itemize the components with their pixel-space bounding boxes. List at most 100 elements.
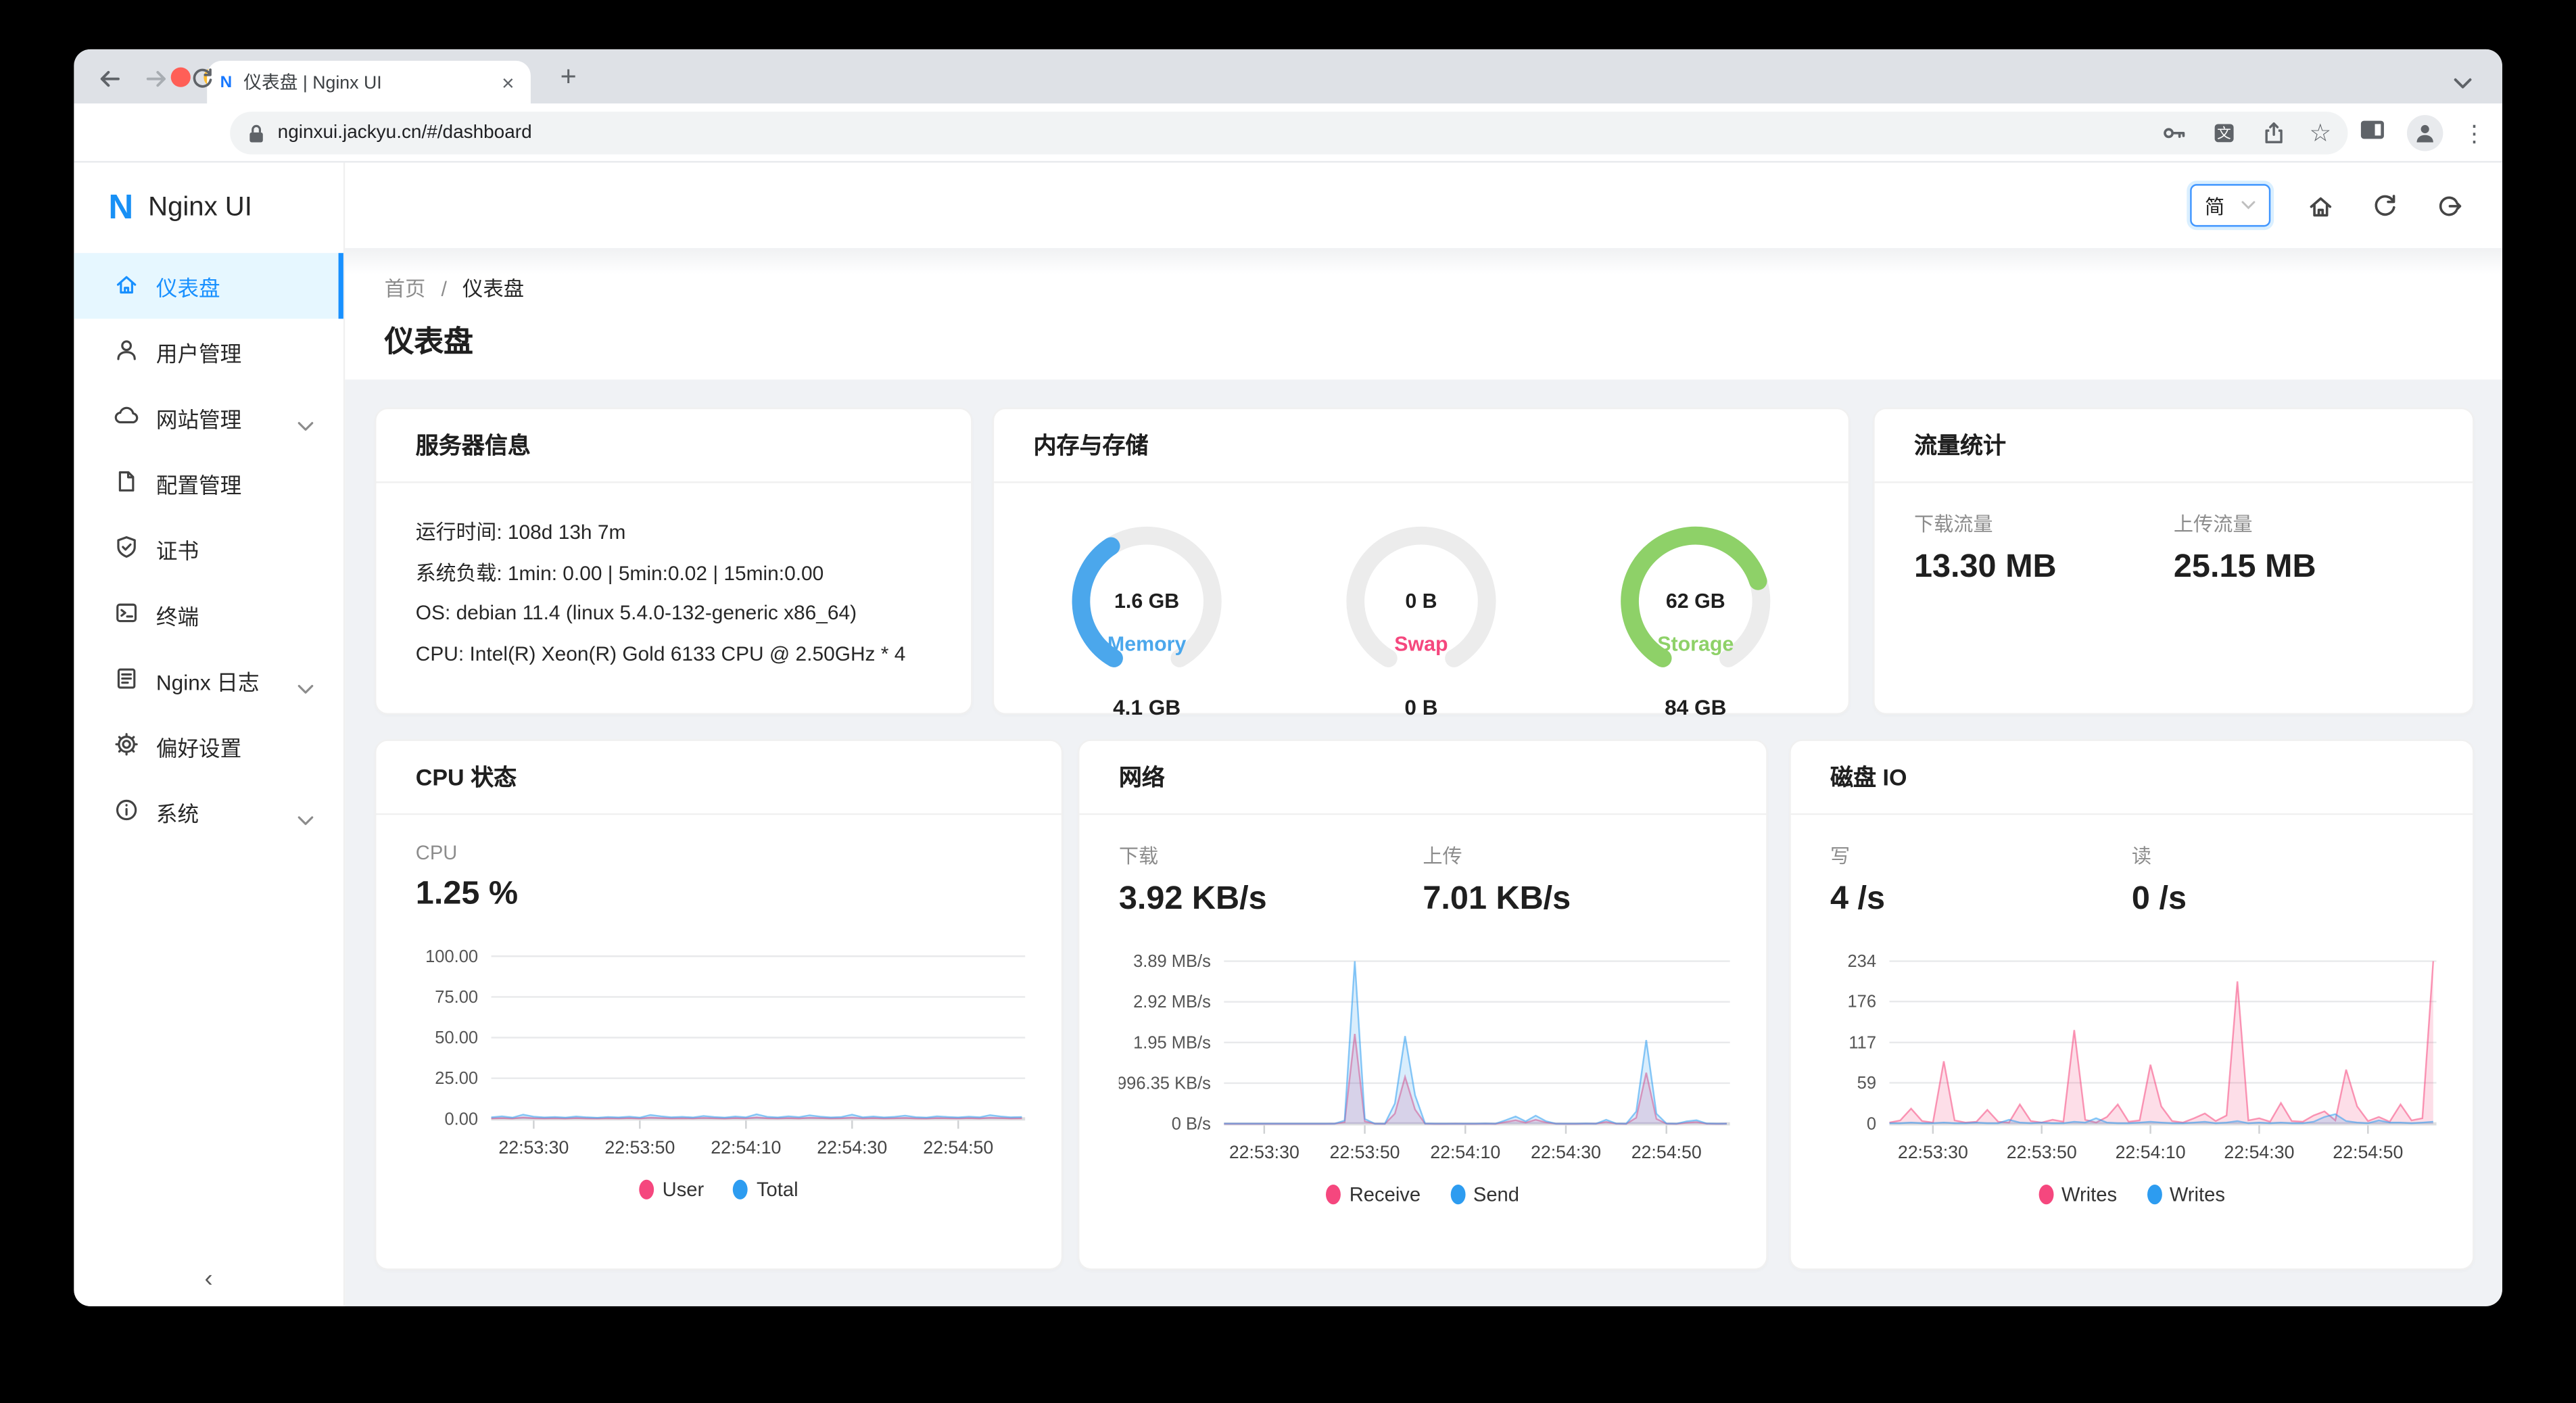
home-icon[interactable] [2307,191,2335,219]
memory-gauge: 1.6 GB Memory 4.1 GB [1024,519,1271,731]
side-panel-icon[interactable] [2358,116,2387,150]
svg-text:22:54:50: 22:54:50 [2333,1142,2403,1162]
legend-label: User [662,1178,705,1202]
lock-icon [249,124,263,142]
toolbar-right: ⋮ [2358,112,2486,154]
server-info-body: 运行时间: 108d 13h 7m 系统负载: 1min: 0.00 | 5mi… [376,483,971,673]
browser-menu-icon[interactable]: ⋮ [2462,119,2486,146]
legend-item[interactable]: Receive [1326,1183,1421,1206]
card-title: 服务器信息 [376,409,972,483]
swap-gauge: 0 B Swap 0 B [1298,519,1545,731]
reload-button[interactable] [189,66,215,100]
cpu-model-line: CPU: Intel(R) Xeon(R) Gold 6133 CPU @ 2.… [415,641,906,665]
sidebar-item-users[interactable]: 用户管理 [74,318,343,384]
refresh-icon[interactable] [2370,191,2398,219]
upload-total-stat: 上传流量 25.15 MB [2174,509,2433,586]
password-key-icon[interactable] [2160,120,2187,146]
legend-item[interactable]: Send [1450,1183,1519,1206]
stat-label: 读 [2131,845,2152,868]
stat-value: 3.92 KB/s [1118,880,1267,917]
app-logo[interactable]: N Nginx UI [74,163,343,254]
url-text: nginxui.jackyu.cn/#/dashboard [277,123,532,143]
breadcrumb: 首页 / 仪表盘 [345,248,2502,302]
page-header: 首页 / 仪表盘 仪表盘 [345,247,2502,380]
stat-label: 下载 [1118,845,1159,868]
sidebar-item-certificates[interactable]: 证书 [74,516,343,581]
stat-label: CPU [415,841,458,865]
card-title: 内存与存储 [994,409,1848,483]
svg-text:75.00: 75.00 [435,988,478,1007]
logo-text: Nginx UI [148,192,252,222]
new-tab-button[interactable]: + [560,60,577,93]
sidebar-item-preferences[interactable]: 偏好设置 [74,713,343,779]
sidebar-menu: 仪表盘 用户管理 网站管理 配置管理 [74,253,343,845]
share-icon[interactable] [2260,120,2287,146]
svg-text:Storage: Storage [1656,633,1733,655]
browser-window: N 仪表盘 | Nginx UI × + nginxui.jackyu.cn/#… [74,49,2502,1306]
url-bar[interactable]: nginxui.jackyu.cn/#/dashboard 文 ☆ [230,112,2348,155]
sidebar-item-label: 终端 [156,604,199,629]
forward-button[interactable] [143,66,169,100]
browser-tab[interactable]: N 仪表盘 | Nginx UI × [207,60,531,104]
legend-dot-icon [2038,1185,2053,1205]
sidebar-item-nginx-logs[interactable]: Nginx 日志 [74,647,343,713]
svg-text:22:54:30: 22:54:30 [817,1137,887,1158]
svg-text:22:54:30: 22:54:30 [1531,1142,1601,1162]
sidebar: N Nginx UI 仪表盘 用户管理 网站管理 [74,162,345,1306]
page-title: 仪表盘 [384,325,473,358]
cloud-icon [114,402,140,433]
disk-write-stat: 写 4 /s [1830,841,2132,918]
traffic-stats: 下载流量 13.30 MB 上传流量 25.15 MB [1875,483,2473,586]
svg-text:2.92 MB/s: 2.92 MB/s [1133,993,1211,1012]
sidebar-item-config[interactable]: 配置管理 [74,450,343,516]
legend-item[interactable]: Writes [2038,1183,2117,1206]
sidebar-item-sites[interactable]: 网站管理 [74,385,343,450]
legend-dot-icon [1450,1185,1465,1205]
download-total-stat: 下载流量 13.30 MB [1914,509,2174,586]
stat-label: 上传流量 [2173,513,2253,536]
profile-avatar[interactable] [2406,115,2443,151]
svg-text:59: 59 [1857,1074,1876,1093]
chevron-down-icon [2241,201,2256,210]
language-select[interactable]: 简 [2190,184,2271,227]
svg-text:22:54:10: 22:54:10 [711,1137,781,1158]
svg-text:62 GB: 62 GB [1665,590,1725,613]
download-rate-stat: 下载 3.92 KB/s [1119,841,1423,918]
disk-card-body: 写 4 /s 读 0 /s 234 176 117 59 0 22:53:30 22:53:… [1791,815,2473,1206]
legend-item[interactable]: Writes [2146,1183,2225,1206]
svg-text:22:54:10: 22:54:10 [1430,1142,1500,1162]
breadcrumb-home[interactable]: 首页 [384,277,426,301]
breadcrumb-separator: / [441,277,447,301]
translate-icon[interactable]: 文 [2211,120,2237,146]
sidebar-item-system[interactable]: 系统 [74,779,343,845]
sidebar-collapse-button[interactable]: ‹ [204,1265,213,1293]
tab-search-chevron-icon[interactable] [2453,69,2473,99]
network-card: 网络 下载 3.92 KB/s 上传 7.01 KB/s 3.89 MB/s [1078,739,1768,1270]
legend-item[interactable]: User [639,1178,705,1202]
cpu-usage-stat: CPU 1.25 % [416,841,719,913]
bookmark-star-icon[interactable]: ☆ [2309,120,2332,148]
os-line: OS: debian 11.4 (linux 5.4.0-132-generic… [415,601,857,625]
back-button[interactable] [97,66,123,100]
svg-text:84 GB: 84 GB [1664,695,1725,719]
svg-text:22:53:30: 22:53:30 [498,1137,569,1158]
sidebar-item-dashboard[interactable]: 仪表盘 [74,253,343,319]
network-chart-legend: Receive Send [1119,1183,1727,1206]
card-title: 网络 [1079,741,1767,815]
sidebar-item-terminal[interactable]: 终端 [74,581,343,647]
svg-text:50.00: 50.00 [435,1028,478,1047]
legend-item[interactable]: Total [733,1178,798,1201]
disk-chart-legend: Writes Writes [1830,1183,2433,1206]
svg-text:22:53:30: 22:53:30 [1898,1142,1968,1162]
traffic-close-icon[interactable] [170,67,191,87]
disk-read-stat: 读 0 /s [2132,841,2433,918]
logout-icon[interactable] [2435,191,2462,219]
sidebar-item-label: 仪表盘 [156,275,220,300]
card-title: CPU 状态 [376,741,1062,815]
stat-label: 写 [1830,845,1851,868]
legend-label: Receive [1349,1183,1421,1206]
stat-value: 1.25 % [415,876,519,912]
home-icon [114,270,140,302]
tab-close-icon[interactable]: × [502,70,515,95]
